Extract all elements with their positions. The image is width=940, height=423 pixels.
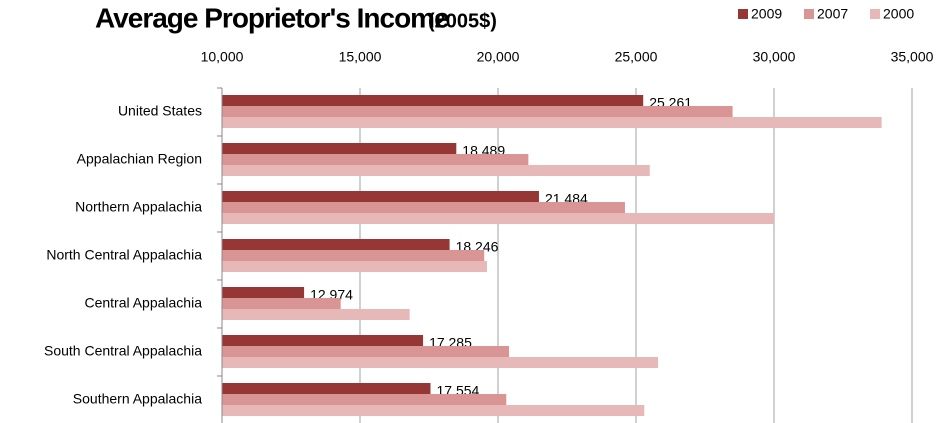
x-tick-label: 25,000 <box>615 49 658 65</box>
bar <box>222 261 487 272</box>
bar <box>222 202 625 213</box>
bar <box>222 213 774 224</box>
bar <box>222 309 410 320</box>
bar <box>222 357 659 368</box>
legend-swatch <box>738 9 748 19</box>
legend-label: 2000 <box>883 6 914 22</box>
bar <box>222 165 650 176</box>
legend-swatch <box>804 9 814 19</box>
bar <box>222 346 510 357</box>
bar <box>222 250 485 261</box>
bar <box>222 394 507 405</box>
y-tick-label: United States <box>118 103 202 119</box>
x-tick-label: 10,000 <box>201 49 244 65</box>
x-tick-label: 20,000 <box>477 49 520 65</box>
bar <box>222 298 341 309</box>
legend-swatch <box>870 9 880 19</box>
y-tick-label: South Central Appalachia <box>44 343 202 359</box>
bar <box>222 191 539 202</box>
chart-subtitle: (2005$) <box>428 10 497 32</box>
bar <box>222 106 733 117</box>
y-tick-label: Appalachian Region <box>77 151 202 167</box>
x-tick-label: 15,000 <box>339 49 382 65</box>
x-tick-label: 30,000 <box>753 49 796 65</box>
bar <box>222 335 424 346</box>
bar <box>222 117 882 128</box>
x-tick-label: 35,000 <box>891 49 934 65</box>
y-tick-label: Southern Appalachia <box>73 391 202 407</box>
legend-label: 2009 <box>751 6 782 22</box>
bar <box>222 154 529 165</box>
bar <box>222 239 450 250</box>
y-tick-label: Northern Appalachia <box>75 199 202 215</box>
y-tick-label: Central Appalachia <box>84 295 202 311</box>
bar <box>222 405 645 416</box>
bar <box>222 287 305 298</box>
chart-title: Average Proprietor's Income <box>95 2 449 33</box>
y-tick-label: North Central Appalachia <box>46 247 202 263</box>
bar <box>222 143 457 154</box>
legend-label: 2007 <box>817 6 848 22</box>
bar <box>222 383 431 394</box>
bar <box>222 95 644 106</box>
